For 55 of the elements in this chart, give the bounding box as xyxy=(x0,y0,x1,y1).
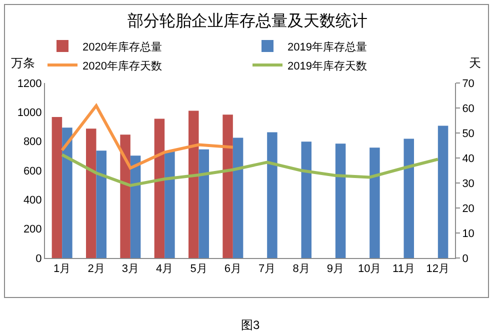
y-tick-label: 0 xyxy=(36,252,42,265)
bar xyxy=(267,132,278,258)
x-tick-label: 7月 xyxy=(258,263,276,276)
x-tick-label: 1月 xyxy=(54,263,71,276)
bar xyxy=(188,110,199,258)
y2-tick-label: 40 xyxy=(462,152,474,165)
x-tick-label: 9月 xyxy=(326,263,344,276)
legend-label: 2020年库存总量 xyxy=(82,40,162,54)
x-tick-label: 10月 xyxy=(358,263,382,276)
bar xyxy=(232,138,244,258)
y2-tick-label: 0 xyxy=(462,252,468,265)
y-tick-label: 400 xyxy=(23,194,42,207)
line-series xyxy=(60,104,234,170)
chart-title: 部分轮胎企业库存总量及天数统计 xyxy=(128,12,368,30)
x-tick-label: 3月 xyxy=(122,263,139,276)
x-tick-label: 4月 xyxy=(156,263,174,276)
y-tick-label: 1000 xyxy=(17,107,42,120)
y2-tick-label: 70 xyxy=(462,78,474,90)
y2-tick-label: 10 xyxy=(462,228,474,240)
caption: 图3 xyxy=(241,318,260,332)
bar xyxy=(335,144,346,258)
y-tick-label: 800 xyxy=(23,136,42,148)
bar xyxy=(370,148,380,258)
bar xyxy=(96,150,106,258)
bar xyxy=(62,128,72,258)
line-series xyxy=(60,153,440,187)
x-tick-label: 5月 xyxy=(190,263,208,276)
legend-label: 2019年库存总量 xyxy=(288,40,367,54)
x-tick-label: 2月 xyxy=(88,263,105,276)
bar xyxy=(222,114,233,258)
y-tick-label: 1200 xyxy=(17,78,42,90)
bar xyxy=(52,116,62,258)
x-tick-label: 8月 xyxy=(292,263,310,276)
y2-tick-label: 30 xyxy=(462,178,474,190)
bar xyxy=(404,138,414,258)
y2-tick-label: 50 xyxy=(462,128,474,140)
x-tick-label: 11月 xyxy=(392,263,415,276)
legend-label: 2019年库存天数 xyxy=(288,59,367,72)
y-tick-label: 600 xyxy=(23,165,42,178)
bar xyxy=(438,126,448,258)
y-axis-title: 万条 xyxy=(11,56,35,70)
legend-label: 2020年库存天数 xyxy=(82,59,162,72)
bar xyxy=(198,149,209,258)
bar xyxy=(86,128,96,258)
y-tick-label: 200 xyxy=(23,224,42,236)
bar xyxy=(164,152,175,258)
y2-tick-label: 60 xyxy=(462,102,474,115)
bar xyxy=(120,134,130,258)
bar xyxy=(130,156,141,258)
x-tick-label: 12月 xyxy=(426,263,450,276)
bar xyxy=(301,142,312,258)
y2-axis-title: 天 xyxy=(469,56,481,70)
y2-tick-label: 20 xyxy=(462,202,474,215)
bar xyxy=(154,118,165,258)
x-tick-label: 6月 xyxy=(224,263,242,276)
